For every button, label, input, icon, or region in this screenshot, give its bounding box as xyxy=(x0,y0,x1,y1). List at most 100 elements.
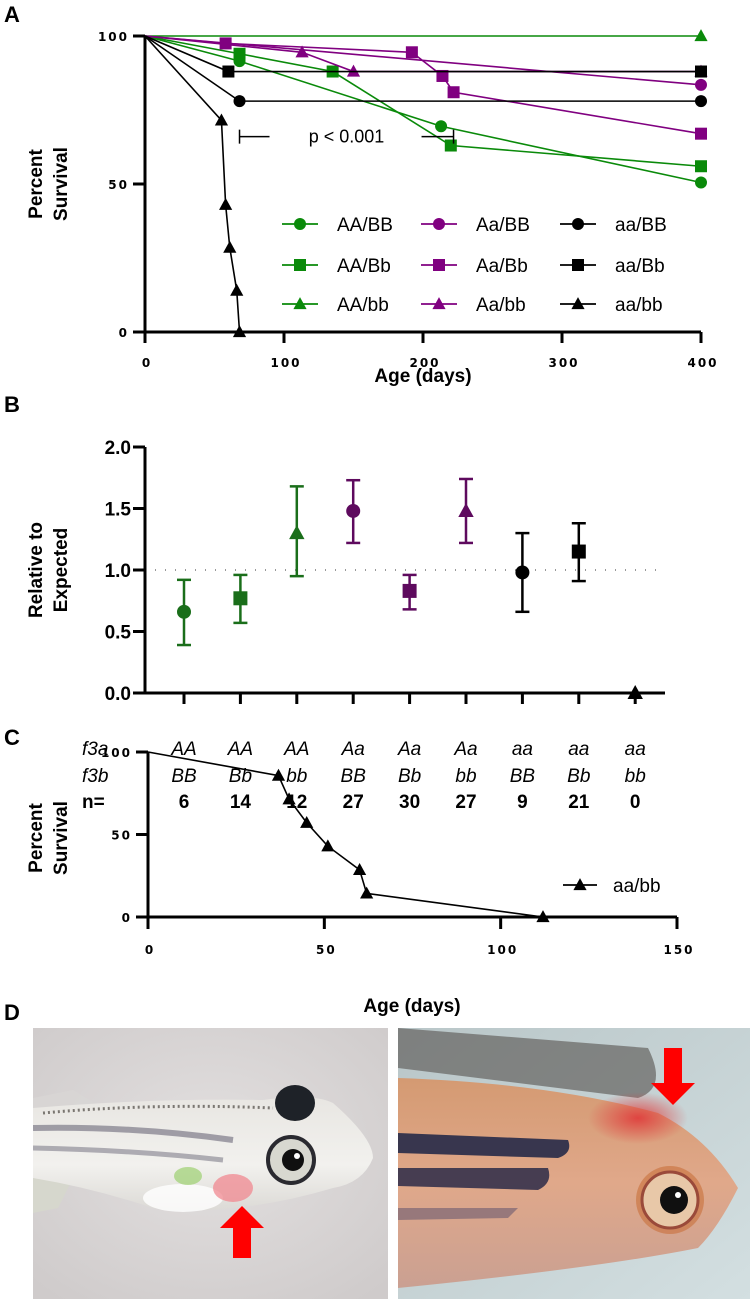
y-tick-label: 1.0 xyxy=(105,561,131,582)
point-aa-bb xyxy=(571,522,586,583)
legend-label: aa/Bb xyxy=(615,256,665,277)
category-f3b: Bb xyxy=(398,766,421,787)
y-axis-title-line2: Survival xyxy=(51,801,72,875)
legend-marker xyxy=(294,259,306,271)
legend-marker xyxy=(433,259,445,271)
down-arrow-icon xyxy=(651,1048,695,1105)
series-aa-bb xyxy=(147,751,550,923)
data-point xyxy=(219,37,232,50)
category-f3b: BB xyxy=(510,766,536,787)
y-tick-label: 0.0 xyxy=(105,684,131,705)
category-n: 6 xyxy=(179,792,190,813)
p-value-text: p < 0.001 xyxy=(309,127,385,147)
y-tick-label: 50 xyxy=(111,829,132,843)
category-f3a: AA xyxy=(227,739,253,760)
category-f3b: BB xyxy=(341,766,367,787)
category-n: 0 xyxy=(630,792,641,813)
data-point xyxy=(230,283,244,296)
legend-item: AA/bb xyxy=(282,295,389,316)
axes-b: 0.0 0.5 1.0 1.5 2.0 xyxy=(105,438,665,705)
series-aa-bb xyxy=(144,35,707,108)
panel-label-a: A xyxy=(4,2,20,27)
category-f3b: Bb xyxy=(567,766,590,787)
legend-marker xyxy=(293,297,307,310)
x-tick-label: 0 xyxy=(145,943,155,957)
category-f3a: AA xyxy=(170,739,196,760)
category-f3b: BB xyxy=(171,766,197,787)
y-tick-label: 100 xyxy=(98,30,129,44)
legend-item: Aa/BB xyxy=(421,215,530,236)
category-f3b: bb xyxy=(455,766,476,787)
legend-marker xyxy=(433,218,445,230)
legend-marker xyxy=(571,297,585,310)
data-point xyxy=(536,910,550,923)
data-point xyxy=(233,95,246,108)
y-axis-title-a: Percent Survival xyxy=(26,147,72,221)
panel-label-b: B xyxy=(4,392,20,417)
y-tick-label: 0 xyxy=(122,911,132,925)
legend-a: AA/BB AA/Bb AA/bb Aa/BB Aa/Bb Aa/bb aa/BB aa/Bb… xyxy=(282,215,667,316)
data-point xyxy=(695,127,707,140)
category-f3a: Aa xyxy=(397,739,421,760)
category-f3a: AA xyxy=(283,739,309,760)
legend-label: Aa/bb xyxy=(476,295,526,316)
row-label-n: n= xyxy=(82,792,105,813)
series-group-c xyxy=(147,751,550,923)
legend-label: Aa/Bb xyxy=(476,256,528,277)
legend-label: Aa/BB xyxy=(476,215,530,236)
data-point xyxy=(300,815,314,828)
data-point xyxy=(232,325,247,338)
data-point xyxy=(222,65,235,78)
y-axis-title-line1: Relative to xyxy=(26,522,47,618)
data-point xyxy=(360,886,374,899)
y-axis-title-line2: Expected xyxy=(51,528,72,612)
x-axis-title-c: Age (days) xyxy=(363,996,460,1017)
data-point xyxy=(694,29,708,42)
data-point xyxy=(436,69,449,82)
y-tick-label: 100 xyxy=(101,746,132,760)
data-point xyxy=(223,240,237,253)
category-f3a: aa xyxy=(512,739,533,760)
series-aa-bb xyxy=(145,29,708,42)
legend-label: AA/BB xyxy=(337,215,393,236)
data-point xyxy=(282,792,296,805)
data-point xyxy=(447,86,460,99)
series-line xyxy=(144,35,702,135)
point-aa-bb xyxy=(177,578,191,647)
category-f3b: Bb xyxy=(229,766,252,787)
data-point xyxy=(695,176,707,189)
x-tick-label: 400 xyxy=(687,356,718,370)
juvenile-fish-illustration xyxy=(33,1028,388,1299)
mean-marker xyxy=(346,503,361,518)
row-label-f3a: f3a xyxy=(82,739,108,760)
y-tick-label: 0.5 xyxy=(105,623,132,644)
data-point xyxy=(444,139,457,152)
legend-label: AA/Bb xyxy=(337,256,391,277)
y-tick-label: 0 xyxy=(119,326,129,340)
category-f3a: aa xyxy=(625,739,646,760)
point-aa-bb xyxy=(233,573,248,625)
data-point xyxy=(219,197,233,210)
x-tick-label: 200 xyxy=(409,356,440,370)
category-f3b: bb xyxy=(625,766,646,787)
y-axis-title-c: Percent Survival xyxy=(26,801,72,875)
survival-chart-c: 0 50 100 0 50 100 150 aa/bb Age (days) Percent… xyxy=(26,746,693,1017)
legend-item: Aa/Bb xyxy=(421,256,528,277)
legend-c: aa/bb xyxy=(563,876,661,897)
mean-marker xyxy=(233,591,248,606)
y-axis-title-line1: Percent xyxy=(26,148,47,218)
legend-item: aa/Bb xyxy=(560,256,665,277)
legend-label: aa/bb xyxy=(613,876,661,897)
data-point xyxy=(695,95,707,108)
legend-item: aa/bb xyxy=(560,295,663,316)
x-tick-label: 50 xyxy=(316,943,337,957)
mean-marker xyxy=(515,565,530,580)
point-aa-bb xyxy=(402,573,417,611)
category-n: 27 xyxy=(455,792,476,813)
category-n: 21 xyxy=(568,792,590,813)
series-aa-bb xyxy=(144,35,247,338)
relative-expected-chart-b: 0.0 0.5 1.0 1.5 2.0 f3a f3b n= AA BB 6 AA Bb 14 AA bb 1… xyxy=(26,438,665,813)
category-n: 27 xyxy=(343,792,364,813)
y-axis-title-line2: Survival xyxy=(51,147,72,221)
juvenile-fish-photo xyxy=(33,1028,388,1299)
